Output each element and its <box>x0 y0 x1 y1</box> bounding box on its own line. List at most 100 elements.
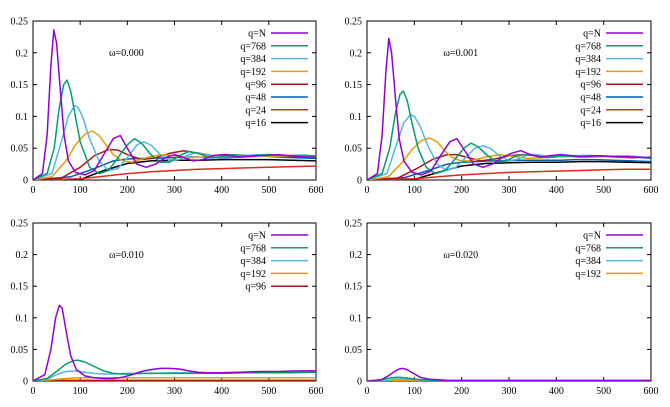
x-tick-label: 500 <box>261 185 276 196</box>
x-tick-label: 400 <box>549 386 564 397</box>
y-tick-label: 0.05 <box>11 345 29 356</box>
chart-panel-2: 0 100 200 300 400 500 600 0 0.05 0.1 0.15 0.2 0.25 ω=… <box>345 17 659 197</box>
series-line-q-96 <box>33 379 316 381</box>
x-tick-label: 0 <box>365 386 370 397</box>
x-tick-label: 500 <box>261 386 276 397</box>
x-tick-label: 300 <box>167 386 182 397</box>
series-line-q-768 <box>33 79 316 180</box>
x-tick-label: 100 <box>407 185 422 196</box>
x-tick-label: 0 <box>365 185 370 196</box>
omega-annotation: ω=0.001 <box>443 48 478 59</box>
omega-annotation: ω=0.000 <box>109 48 144 59</box>
legend-label: q=N <box>583 231 601 242</box>
legend-label: q=48 <box>580 93 601 104</box>
y-tick-label: 0 <box>357 377 362 388</box>
series-line-q-n <box>33 29 316 180</box>
x-tick-label: 200 <box>454 386 469 397</box>
y-tick-label: 0.05 <box>345 345 363 356</box>
x-tick-label: 200 <box>454 185 469 196</box>
y-tick-label: 0.2 <box>350 250 363 261</box>
legend-label: q=768 <box>575 41 601 52</box>
series-line-q-192 <box>33 377 316 381</box>
x-tick-label: 300 <box>167 185 182 196</box>
y-tick-label: 0.25 <box>345 219 363 230</box>
series-line-q-768 <box>367 376 651 381</box>
series-line-q-n <box>367 37 651 180</box>
y-tick-label: 0 <box>23 377 28 388</box>
x-tick-label: 0 <box>31 185 36 196</box>
x-tick-label: 200 <box>120 386 135 397</box>
x-tick-label: 600 <box>644 185 659 196</box>
y-tick-label: 0 <box>23 176 28 187</box>
x-tick-label: 100 <box>73 386 88 397</box>
y-tick-label: 0.15 <box>345 80 363 91</box>
x-tick-label: 600 <box>644 386 659 397</box>
x-tick-label: 400 <box>214 185 229 196</box>
y-tick-label: 0.1 <box>350 112 363 123</box>
legend-label: q=96 <box>580 80 601 91</box>
y-tick-label: 0.1 <box>350 313 363 324</box>
y-tick-label: 0.1 <box>16 313 29 324</box>
y-tick-label: 0.25 <box>11 17 29 28</box>
legend-label: q=384 <box>240 256 266 267</box>
chart-panel-1: 0 100 200 300 400 500 600 0 0.05 0.1 0.15 0.2 0.25 ω=… <box>11 17 324 197</box>
legend-label: q=N <box>248 231 266 242</box>
series-line-q-16 <box>367 160 651 180</box>
x-tick-label: 400 <box>549 185 564 196</box>
legend-label: q=24 <box>245 105 266 116</box>
legend-label: q=192 <box>240 67 266 78</box>
legend-label: q=192 <box>575 269 601 280</box>
legend-label: q=16 <box>580 118 601 129</box>
x-tick-label: 300 <box>502 386 517 397</box>
y-tick-label: 0.05 <box>345 144 363 155</box>
x-tick-label: 600 <box>309 386 324 397</box>
x-tick-label: 500 <box>596 185 611 196</box>
series-line-q-192 <box>367 379 651 381</box>
series-line-q-768 <box>367 90 651 180</box>
y-tick-label: 0.15 <box>11 282 29 293</box>
series-line-q-n <box>367 367 651 381</box>
legend-label: q=768 <box>575 243 601 254</box>
x-tick-label: 500 <box>596 386 611 397</box>
series-line-q-24 <box>367 168 651 180</box>
legend-label: q=16 <box>245 118 266 129</box>
legend-label: q=192 <box>575 67 601 78</box>
x-tick-label: 0 <box>31 386 36 397</box>
x-tick-label: 400 <box>214 386 229 397</box>
legend-label: q=96 <box>245 80 266 91</box>
legend-label: q=192 <box>240 269 266 280</box>
plot-frame <box>32 222 317 382</box>
legend-label: q=384 <box>240 54 266 65</box>
legend-label: q=N <box>248 29 266 40</box>
legend-label: q=768 <box>240 243 266 254</box>
legend-label: q=384 <box>575 256 601 267</box>
y-tick-label: 0 <box>357 176 362 187</box>
y-tick-label: 0.1 <box>16 112 29 123</box>
x-tick-label: 100 <box>73 185 88 196</box>
x-tick-label: 300 <box>502 185 517 196</box>
legend-label: q=48 <box>245 93 266 104</box>
x-tick-label: 100 <box>407 386 422 397</box>
legend-label: q=24 <box>580 105 601 116</box>
legend-label: q=96 <box>245 282 266 293</box>
y-tick-label: 0.05 <box>11 144 29 155</box>
series-line-q-16 <box>33 158 316 180</box>
y-tick-label: 0.25 <box>345 17 363 28</box>
y-tick-label: 0.2 <box>350 48 363 59</box>
legend-label: q=N <box>583 29 601 40</box>
series-line-q-24 <box>33 165 316 180</box>
series-line-q-n <box>33 304 316 381</box>
chart-panel-4: 0 100 200 300 400 500 600 0 0.05 0.1 0.15 0.2 0.25 ω=… <box>345 219 659 398</box>
x-tick-label: 200 <box>120 185 135 196</box>
y-tick-label: 0.25 <box>11 219 29 230</box>
plot-frame <box>366 222 652 382</box>
omega-annotation: ω=0.020 <box>443 250 478 261</box>
chart-panel-3: 0 100 200 300 400 500 600 0 0.05 0.1 0.15 0.2 0.25 ω=… <box>11 219 324 398</box>
legend-label: q=768 <box>240 41 266 52</box>
y-tick-label: 0.15 <box>345 282 363 293</box>
omega-annotation: ω=0.010 <box>109 250 144 261</box>
y-tick-label: 0.15 <box>11 80 29 91</box>
x-tick-label: 600 <box>309 185 324 196</box>
